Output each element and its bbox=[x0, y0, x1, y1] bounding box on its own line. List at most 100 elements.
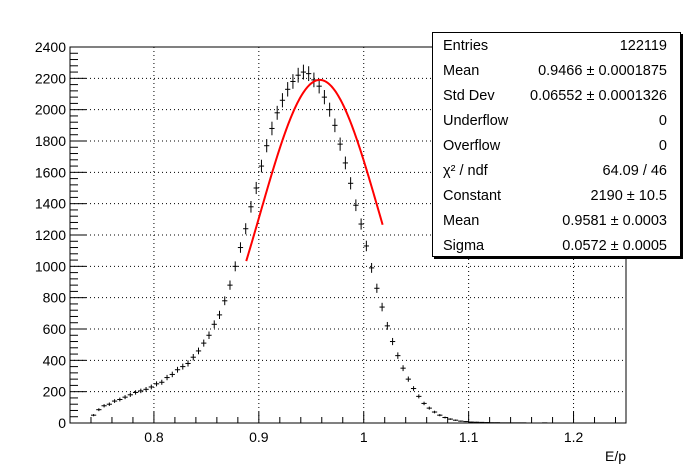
y-tick-label: 1600 bbox=[35, 164, 66, 180]
stats-label: Entries bbox=[443, 37, 489, 54]
stats-label: Constant bbox=[443, 187, 502, 204]
y-tick-label: 1800 bbox=[35, 133, 66, 149]
histogram-bin bbox=[405, 376, 411, 382]
stats-value: 0 bbox=[658, 112, 667, 129]
histogram-bin bbox=[285, 82, 291, 97]
stats-row-underflow: Underflow 0 bbox=[443, 108, 667, 133]
x-tick-label: 1.1 bbox=[459, 429, 479, 445]
histogram-bin bbox=[416, 394, 422, 399]
histogram-bin bbox=[384, 321, 390, 330]
histogram-bin bbox=[111, 399, 118, 403]
histogram-bin bbox=[442, 416, 448, 419]
histogram-bin bbox=[174, 366, 181, 373]
stats-value: 0.06552 ± 0.0001326 bbox=[530, 87, 667, 104]
histogram-bin bbox=[201, 339, 207, 347]
histogram-bin bbox=[90, 414, 97, 417]
histogram-bin bbox=[232, 261, 238, 272]
histogram-bin bbox=[274, 105, 280, 120]
histogram-bin bbox=[306, 66, 312, 82]
y-tick-label: 2200 bbox=[35, 70, 66, 86]
histogram-bin bbox=[206, 331, 212, 339]
histogram-bin bbox=[295, 67, 301, 83]
histogram-bin bbox=[337, 137, 343, 151]
y-tick-label: 1400 bbox=[35, 196, 66, 212]
histogram-bin bbox=[463, 421, 469, 423]
histogram-bin bbox=[290, 74, 296, 89]
histogram-bin bbox=[332, 118, 338, 133]
histogram-bin bbox=[410, 386, 417, 391]
histogram-bin bbox=[216, 310, 223, 320]
stats-row-chi2-ndf: χ² / ndf 64.09 / 46 bbox=[443, 158, 667, 183]
histogram-bin bbox=[421, 401, 427, 406]
histogram-bin bbox=[185, 360, 191, 367]
histogram-bin bbox=[458, 420, 464, 422]
y-tick-label: 0 bbox=[58, 415, 66, 431]
stats-row-overflow: Overflow 0 bbox=[443, 133, 667, 158]
histogram-bin bbox=[101, 404, 107, 408]
histogram-bin bbox=[363, 240, 369, 252]
histogram-bin bbox=[321, 89, 328, 105]
histogram-bin bbox=[211, 320, 217, 329]
histogram-bin bbox=[122, 395, 128, 400]
histogram-bin bbox=[269, 121, 275, 136]
histogram-bin bbox=[148, 384, 154, 390]
histogram-bin bbox=[358, 218, 364, 230]
y-tick-label: 800 bbox=[43, 290, 67, 306]
stats-label: χ² / ndf bbox=[443, 162, 488, 179]
histogram-bin bbox=[164, 374, 170, 381]
histogram-bin bbox=[222, 296, 228, 306]
histogram-bin bbox=[96, 408, 102, 412]
stats-label: Sigma bbox=[443, 237, 485, 254]
histogram-bin bbox=[468, 421, 474, 423]
histogram-bin bbox=[368, 262, 375, 273]
histogram-bin bbox=[253, 181, 259, 195]
histogram-bin bbox=[153, 381, 160, 387]
histogram-bin bbox=[316, 78, 322, 94]
stats-value: 122119 bbox=[619, 37, 667, 54]
stats-row-mean: Mean 0.9466 ± 0.0001875 bbox=[443, 58, 667, 83]
gaussian-fit-curve bbox=[245, 78, 384, 262]
histogram-bin bbox=[159, 379, 165, 385]
histogram-bin bbox=[169, 371, 175, 378]
stats-label: Mean bbox=[443, 62, 480, 79]
stats-label: Overflow bbox=[443, 137, 501, 154]
axis-ticks bbox=[69, 46, 617, 424]
stats-value: 0.0572 ± 0.0005 bbox=[562, 237, 667, 254]
x-axis-label: E/p bbox=[605, 448, 626, 464]
stats-row-sigma: Sigma 0.0572 ± 0.0005 bbox=[443, 233, 667, 258]
histogram-bin bbox=[106, 402, 112, 406]
stats-label: Mean bbox=[443, 212, 480, 229]
histogram-bin bbox=[400, 365, 406, 372]
x-tick-label: 1.2 bbox=[564, 429, 584, 445]
histogram-bin bbox=[342, 156, 348, 170]
x-tick-label: 0.9 bbox=[249, 429, 269, 445]
x-tick-labels: 0.8 0.9 1 1.1 1.2 bbox=[144, 429, 583, 445]
x-tick-label: 0.8 bbox=[144, 429, 164, 445]
histogram-bin bbox=[300, 64, 307, 80]
stats-label: Std Dev bbox=[443, 87, 495, 104]
histogram-bin bbox=[374, 283, 380, 293]
y-tick-label: 1000 bbox=[35, 258, 66, 274]
stats-box: Entries 122119 Mean 0.9466 ± 0.0001875 S… bbox=[432, 32, 681, 257]
histogram-bin bbox=[143, 387, 149, 392]
stats-value: 64.09 / 46 bbox=[602, 162, 668, 179]
histogram-bin bbox=[195, 347, 202, 355]
stats-row-fit-mean: Mean 0.9581 ± 0.0003 bbox=[443, 208, 667, 233]
y-tick-label: 2400 bbox=[35, 39, 66, 55]
histogram-bin bbox=[479, 421, 485, 423]
y-tick-label: 2000 bbox=[35, 102, 66, 118]
stats-value: 0.9466 ± 0.0001875 bbox=[538, 62, 667, 79]
stats-label: Underflow bbox=[443, 112, 509, 129]
histogram-bin bbox=[132, 390, 139, 395]
histogram-bin bbox=[117, 397, 123, 402]
histogram-bin bbox=[264, 139, 270, 153]
histogram-bin bbox=[258, 159, 265, 173]
x-tick-label: 1 bbox=[360, 429, 368, 445]
y-tick-label: 1200 bbox=[35, 227, 66, 243]
stats-row-constant: Constant 2190 ± 10.5 bbox=[443, 183, 667, 208]
histogram-bin bbox=[426, 406, 432, 410]
stats-value: 0.9581 ± 0.0003 bbox=[562, 212, 667, 229]
stats-value: 2190 ± 10.5 bbox=[590, 187, 668, 204]
stats-value: 0 bbox=[658, 137, 667, 154]
